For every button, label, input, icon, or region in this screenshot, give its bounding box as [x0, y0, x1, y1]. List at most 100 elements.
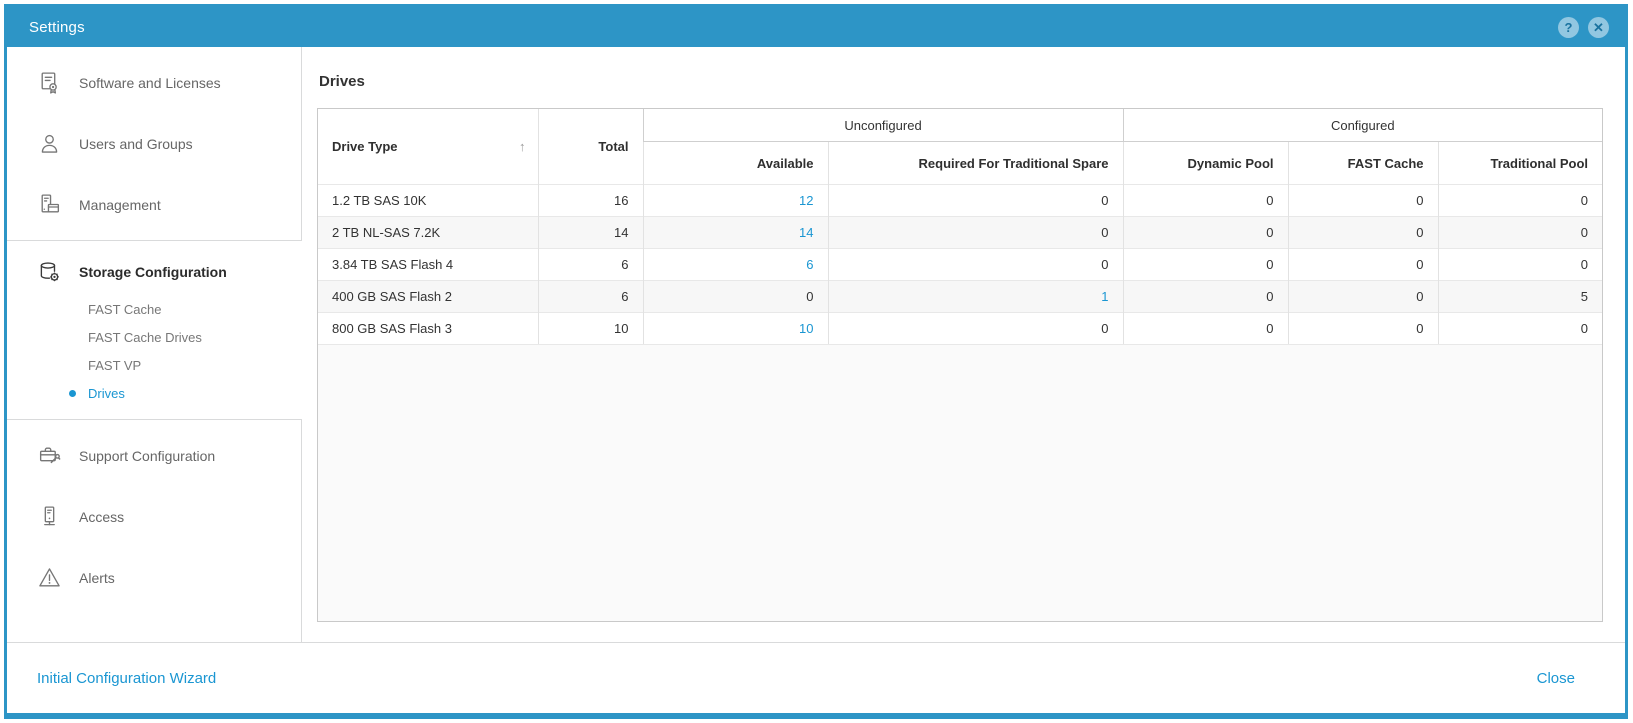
page-title: Drives: [319, 73, 365, 90]
cell-available-link[interactable]: 6: [642, 248, 828, 281]
table-row[interactable]: 3.84 TB SAS Flash 4 6 6 0 0 0 0: [318, 248, 1602, 281]
cell-traditional-pool: 0: [1437, 184, 1602, 217]
sidebar-item-management[interactable]: Management: [7, 174, 301, 235]
cell-available-link[interactable]: 14: [642, 216, 828, 249]
sidebar-subitem-drives[interactable]: Drives: [7, 379, 302, 407]
sidebar-item-storage-configuration[interactable]: Storage Configuration: [7, 249, 302, 295]
cell-drive-type: 400 GB SAS Flash 2: [318, 280, 538, 313]
table-empty-area: [318, 344, 1602, 621]
cell-drive-type: 2 TB NL-SAS 7.2K: [318, 216, 538, 249]
drives-panel: Drives Drive Type ↑ Total: [302, 47, 1625, 642]
table-group-header-row: Drive Type ↑ Total Unconfigured Configur…: [318, 109, 1602, 185]
cell-available-link[interactable]: 12: [642, 184, 828, 217]
sidebar-item-alerts[interactable]: Alerts: [7, 547, 301, 608]
cell-dynamic-pool: 0: [1122, 312, 1289, 344]
column-header-total[interactable]: Total: [537, 109, 643, 185]
sidebar-subitem-label: FAST Cache: [88, 301, 162, 317]
sidebar-group-support: Support Configuration Access: [7, 420, 302, 642]
sidebar-subitem-label: Drives: [88, 385, 125, 401]
sidebar-subitem-fast-cache[interactable]: FAST Cache: [7, 295, 302, 323]
cell-fast-cache: 0: [1287, 248, 1439, 281]
cell-traditional-pool: 0: [1437, 312, 1602, 344]
user-icon: [37, 131, 62, 156]
dialog-title: Settings: [29, 18, 85, 36]
management-icon: [37, 192, 62, 217]
table-row[interactable]: 2 TB NL-SAS 7.2K 14 14 0 0 0 0: [318, 216, 1602, 249]
column-header-fast-cache[interactable]: FAST Cache: [1287, 141, 1439, 185]
cell-fast-cache: 0: [1287, 216, 1439, 249]
column-header-traditional-pool[interactable]: Traditional Pool: [1437, 141, 1602, 185]
active-dot-icon: [69, 389, 76, 397]
sidebar-item-users-and-groups[interactable]: Users and Groups: [7, 113, 301, 174]
cell-fast-cache: 0: [1287, 184, 1439, 217]
cell-total: 16: [537, 184, 643, 217]
sidebar-subitem-label: FAST Cache Drives: [88, 329, 202, 345]
close-button[interactable]: Close: [1536, 669, 1575, 687]
sidebar-item-label: Management: [79, 196, 161, 213]
sidebar-item-support-configuration[interactable]: Support Configuration: [7, 425, 301, 486]
column-header-label: Drive Type: [332, 139, 398, 154]
settings-sidebar: Software and Licenses Users and Groups: [7, 47, 302, 642]
cell-total: 10: [537, 312, 643, 344]
titlebar: Settings ? ✕: [7, 7, 1625, 47]
sidebar-item-label: Users and Groups: [79, 135, 193, 152]
cell-fast-cache: 0: [1287, 280, 1439, 313]
sidebar-item-label: Access: [79, 508, 125, 525]
help-icon[interactable]: ?: [1558, 16, 1579, 38]
access-icon: [37, 504, 62, 529]
column-group-unconfigured: Unconfigured: [642, 109, 1124, 142]
cell-traditional-pool: 0: [1437, 216, 1602, 249]
sidebar-item-software-and-licenses[interactable]: Software and Licenses: [7, 52, 301, 113]
drives-table-container: Drive Type ↑ Total Unconfigured Configur…: [317, 108, 1603, 622]
cell-required-spare: 0: [827, 216, 1124, 249]
sidebar-subitem-fast-cache-drives[interactable]: FAST Cache Drives: [7, 323, 302, 351]
dialog-footer: Initial Configuration Wizard Close: [7, 642, 1625, 713]
toolbox-icon: [37, 443, 62, 468]
cell-total: 6: [537, 280, 643, 313]
sidebar-item-label: Alerts: [79, 569, 115, 586]
table-row[interactable]: 800 GB SAS Flash 3 10 10 0 0 0 0: [318, 312, 1602, 344]
column-header-drive-type[interactable]: Drive Type ↑: [318, 109, 538, 185]
sidebar-item-label: Software and Licenses: [79, 74, 221, 91]
initial-configuration-wizard-link[interactable]: Initial Configuration Wizard: [37, 669, 217, 687]
storage-icon: [37, 260, 62, 285]
sidebar-item-label: Storage Configuration: [79, 264, 227, 280]
warning-icon: [37, 565, 62, 590]
cell-drive-type: 1.2 TB SAS 10K: [318, 184, 538, 217]
sidebar-subitem-fast-vp[interactable]: FAST VP: [7, 351, 302, 379]
cell-fast-cache: 0: [1287, 312, 1439, 344]
column-header-available[interactable]: Available: [642, 141, 828, 185]
column-header-dynamic-pool[interactable]: Dynamic Pool: [1122, 141, 1289, 185]
table-row[interactable]: 400 GB SAS Flash 2 6 0 1 0 0 5: [318, 280, 1602, 313]
drives-table: Drive Type ↑ Total Unconfigured Configur…: [318, 109, 1602, 344]
settings-dialog: Settings ? ✕: [4, 4, 1628, 719]
cell-required-spare: 0: [827, 248, 1124, 281]
sidebar-subitem-label: FAST VP: [88, 357, 142, 373]
cell-total: 14: [537, 216, 643, 249]
cell-drive-type: 800 GB SAS Flash 3: [318, 312, 538, 344]
cell-dynamic-pool: 0: [1122, 184, 1289, 217]
cell-traditional-pool: 5: [1437, 280, 1602, 313]
cell-drive-type: 3.84 TB SAS Flash 4: [318, 248, 538, 281]
column-group-configured: Configured: [1122, 109, 1602, 142]
column-header-required-for-traditional-spare[interactable]: Required For Traditional Spare: [827, 141, 1124, 185]
cell-required-spare: 0: [827, 312, 1124, 344]
cell-total: 6: [537, 248, 643, 281]
cell-available-link[interactable]: 10: [642, 312, 828, 344]
cell-dynamic-pool: 0: [1122, 280, 1289, 313]
cell-dynamic-pool: 0: [1122, 216, 1289, 249]
sidebar-item-access[interactable]: Access: [7, 486, 301, 547]
sort-ascending-icon: ↑: [519, 139, 526, 154]
cell-traditional-pool: 0: [1437, 248, 1602, 281]
sidebar-item-label: Support Configuration: [79, 447, 216, 464]
table-row[interactable]: 1.2 TB SAS 10K 16 12 0 0 0 0: [318, 184, 1602, 217]
certificate-icon: [37, 70, 62, 95]
sidebar-group-storage-configuration: Storage Configuration FAST Cache FAST Ca…: [7, 241, 302, 420]
sidebar-group-general: Software and Licenses Users and Groups: [7, 47, 302, 241]
cell-required-spare-link[interactable]: 1: [827, 280, 1124, 313]
cell-required-spare: 0: [827, 184, 1124, 217]
close-icon[interactable]: ✕: [1588, 16, 1609, 38]
titlebar-icons: ? ✕: [1558, 16, 1609, 38]
table-subheader-row: Available Required For Traditional Spare…: [318, 141, 1602, 185]
cell-available: 0: [642, 280, 828, 313]
